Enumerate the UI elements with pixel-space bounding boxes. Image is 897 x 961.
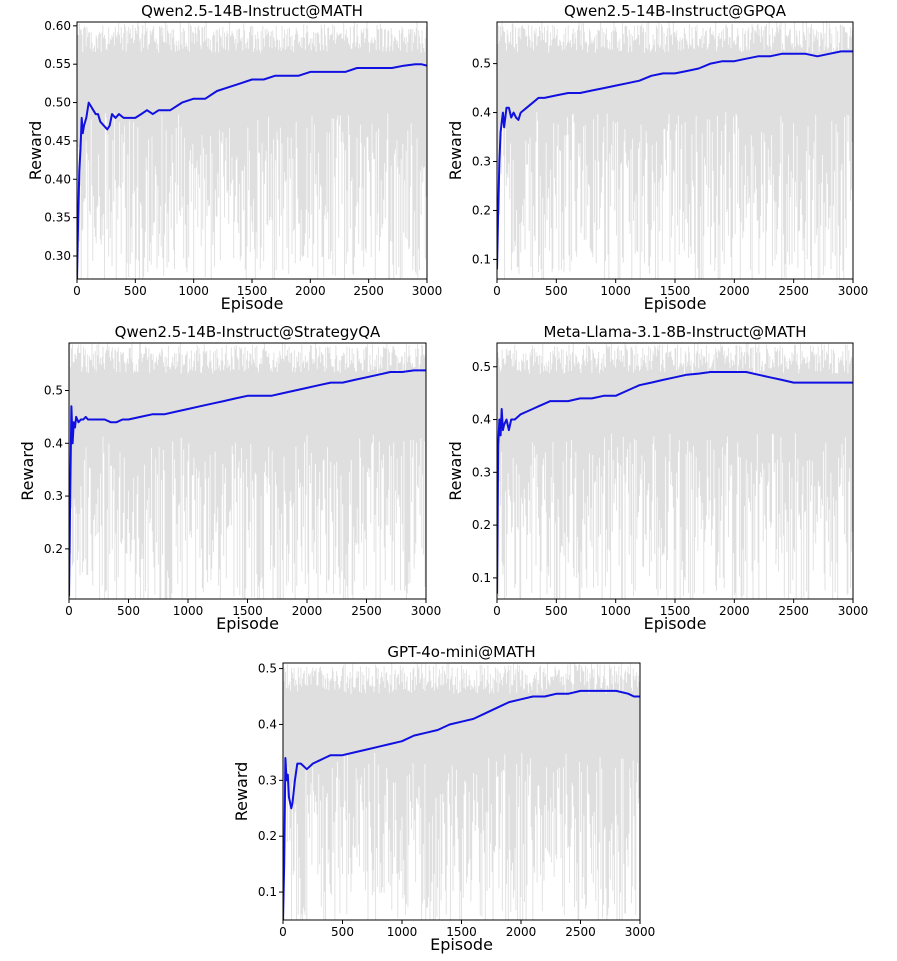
x-tick-label: 1500 [446, 925, 477, 939]
x-tick-label: 1000 [173, 604, 204, 618]
y-tick-label: 0.1 [258, 885, 277, 899]
x-tick-label: 1500 [237, 284, 268, 298]
x-tick-label: 1000 [387, 925, 418, 939]
chart-title: Qwen2.5-14B-Instruct@MATH [141, 2, 363, 20]
raw-reward-traces [283, 663, 640, 920]
y-tick-label: 0.3 [472, 465, 491, 479]
y-tick-label: 0.4 [44, 436, 63, 450]
x-tick-label: 3000 [411, 604, 442, 618]
chart-title: Qwen2.5-14B-Instruct@StrategyQA [115, 323, 381, 341]
x-tick-label: 500 [545, 604, 568, 618]
x-tick-label: 3000 [838, 604, 869, 618]
x-tick-label: 2000 [295, 284, 326, 298]
x-axis-label: Episode [644, 294, 707, 313]
y-axis-label: Reward [18, 441, 37, 501]
y-axis-label: Reward [232, 762, 251, 822]
y-axis-label: Reward [26, 121, 45, 181]
y-tick-label: 0.2 [44, 542, 63, 556]
y-tick-label: 0.2 [472, 203, 491, 217]
x-tick-label: 3000 [412, 284, 443, 298]
y-tick-label: 0.3 [258, 773, 277, 787]
x-tick-label: 3000 [625, 925, 656, 939]
subplot-llama-math: 0 500 1000 1500 2000 2500 3000 0.1 0.2 0.3 0.4 0.5 M… [446, 323, 868, 633]
x-tick-label: 2500 [351, 604, 382, 618]
y-tick-label: 0.2 [258, 829, 277, 843]
x-tick-label: 3000 [838, 284, 869, 298]
y-tick-label: 0.4 [472, 106, 491, 120]
raw-reward-traces [497, 343, 853, 599]
x-tick-label: 0 [65, 604, 73, 618]
x-tick-label: 2000 [292, 604, 323, 618]
x-tick-label: 2500 [778, 604, 809, 618]
y-tick-label: 0.4 [258, 717, 277, 731]
x-tick-label: 1500 [660, 604, 691, 618]
x-tick-label: 0 [493, 284, 501, 298]
raw-reward-traces [69, 343, 426, 599]
raw-reward-traces [497, 22, 853, 279]
x-tick-label: 0 [73, 284, 81, 298]
chart-title: Qwen2.5-14B-Instruct@GPQA [564, 2, 787, 20]
y-tick-label: 0.3 [44, 489, 63, 503]
x-axis-label: Episode [430, 935, 493, 954]
y-axis-label: Reward [446, 121, 465, 181]
y-tick-label: 0.50 [44, 96, 71, 110]
y-tick-label: 0.5 [472, 57, 491, 71]
series-line [283, 689, 640, 920]
chart-title: GPT-4o-mini@MATH [387, 643, 535, 661]
y-tick-label: 0.45 [44, 134, 71, 148]
series-line [69, 369, 426, 597]
series-line [77, 63, 427, 279]
y-tick-label: 0.1 [472, 571, 491, 585]
subplot-qwen-math: 0 500 1000 1500 2000 2500 3000 0.30 0.35 0.40 0.45… [26, 2, 442, 313]
y-axis-label: Reward [446, 441, 465, 501]
subplot-qwen-gpqa: 0 500 1000 1500 2000 2500 3000 0.1 0.2 0.3 0.4 0.5 Q… [446, 2, 868, 313]
x-tick-label: 0 [493, 604, 501, 618]
subplot-qwen-strategyqa: 0 500 1000 1500 2000 2500 3000 0.2 0.3 0.4 0.5 Qwen… [18, 323, 441, 633]
series-line [497, 50, 853, 270]
x-tick-label: 2500 [565, 925, 596, 939]
x-tick-label: 1000 [600, 284, 631, 298]
x-axis-label: Episode [644, 614, 707, 633]
y-tick-label: 0.35 [44, 211, 71, 225]
series-line [497, 371, 853, 594]
x-tick-label: 500 [117, 604, 140, 618]
x-tick-label: 2000 [719, 284, 750, 298]
x-tick-label: 500 [331, 925, 354, 939]
subplot-gpt4omini-math: 0 500 1000 1500 2000 2500 3000 0.1 0.2 0.3 0.4 0.5 G… [232, 643, 655, 954]
raw-reward-traces [77, 22, 427, 279]
y-tick-label: 0.60 [44, 19, 71, 33]
y-tick-label: 0.5 [472, 360, 491, 374]
y-tick-label: 0.40 [44, 172, 71, 186]
x-tick-label: 2500 [353, 284, 384, 298]
x-tick-label: 500 [124, 284, 147, 298]
x-axis-label: Episode [216, 614, 279, 633]
x-tick-label: 1000 [600, 604, 631, 618]
x-tick-label: 1000 [178, 284, 209, 298]
x-tick-label: 0 [279, 925, 287, 939]
x-axis-label: Episode [221, 294, 284, 313]
x-tick-label: 2500 [778, 284, 809, 298]
y-tick-label: 0.5 [258, 662, 277, 676]
x-tick-label: 2000 [719, 604, 750, 618]
x-tick-label: 2000 [506, 925, 537, 939]
y-tick-label: 0.30 [44, 249, 71, 263]
y-tick-label: 0.4 [472, 413, 491, 427]
x-tick-label: 500 [545, 284, 568, 298]
x-tick-label: 1500 [660, 284, 691, 298]
chart-title: Meta-Llama-3.1-8B-Instruct@MATH [543, 323, 806, 341]
y-tick-label: 0.3 [472, 155, 491, 169]
y-tick-label: 0.1 [472, 252, 491, 266]
x-tick-label: 1500 [232, 604, 263, 618]
y-tick-label: 0.5 [44, 384, 63, 398]
y-tick-label: 0.55 [44, 57, 71, 71]
y-tick-label: 0.2 [472, 518, 491, 532]
